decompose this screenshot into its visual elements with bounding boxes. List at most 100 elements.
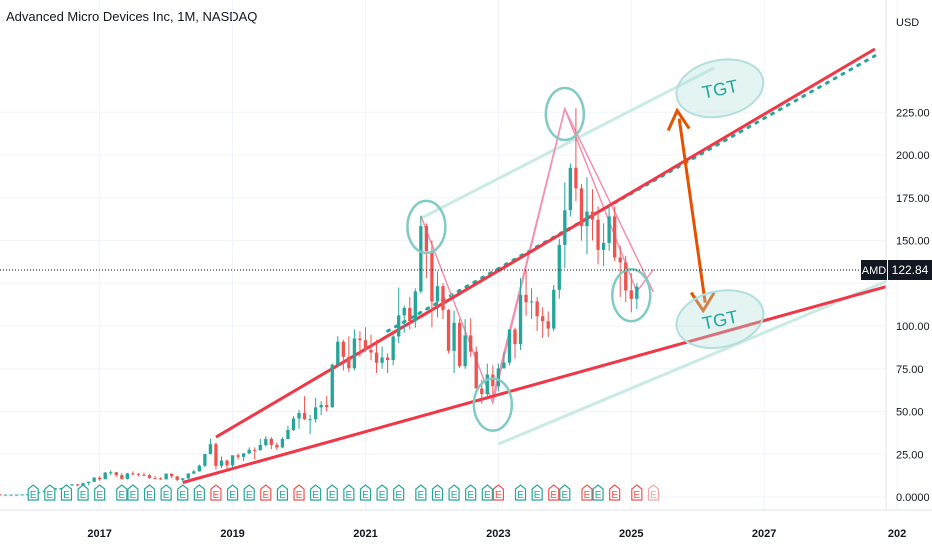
time-tick: 202 — [888, 528, 906, 540]
candle — [590, 189, 595, 241]
earnings-marker-shape — [177, 484, 189, 501]
price-tick: 75.00 — [896, 364, 924, 376]
candle-body — [136, 473, 141, 475]
candles — [0, 108, 639, 496]
candle — [618, 245, 622, 297]
candle — [214, 442, 218, 470]
candle-body — [546, 321, 550, 329]
candle — [164, 473, 168, 480]
highlight-circle — [611, 267, 652, 323]
candle — [457, 319, 462, 368]
candle — [557, 238, 561, 299]
earnings-marker: E — [393, 484, 405, 501]
earnings-marker-label: E — [279, 490, 286, 501]
candle — [579, 184, 584, 241]
candle-body — [325, 405, 329, 408]
earnings-marker-label: E — [584, 490, 591, 501]
candle-body — [385, 357, 390, 361]
candle-body — [524, 294, 528, 303]
earnings-marker-shape — [44, 484, 56, 501]
candle — [446, 308, 451, 354]
candle-body — [247, 449, 251, 454]
earnings-marker-shape — [581, 484, 593, 501]
price-tick: 200.00 — [896, 150, 930, 162]
earnings-marker-shape — [116, 484, 128, 501]
candle — [125, 473, 130, 480]
price-tick: 25.00 — [896, 449, 924, 461]
candle-body — [397, 315, 401, 337]
earnings-marker-shape — [160, 484, 172, 501]
earnings-marker: E — [448, 484, 460, 501]
earnings-marker-shape — [548, 484, 560, 501]
candle — [552, 284, 556, 332]
time-tick: 2021 — [353, 528, 377, 540]
candle-body — [347, 356, 351, 369]
highlight-circle — [544, 86, 586, 142]
candle — [14, 494, 19, 496]
candle-body — [491, 374, 495, 387]
earnings-marker: E — [77, 484, 89, 501]
earnings-marker: E — [465, 484, 477, 501]
candle — [435, 271, 440, 318]
highlight-circle — [406, 199, 447, 255]
earnings-marker-label: E — [118, 490, 125, 501]
earnings-marker: E — [492, 484, 504, 501]
candle-body — [197, 465, 202, 472]
earnings-marker-label: E — [484, 490, 491, 501]
earnings-marker: E — [193, 484, 205, 501]
time-tick: 2027 — [752, 528, 776, 540]
earnings-marker-label: E — [550, 490, 557, 501]
candle-body — [585, 211, 589, 227]
candle — [120, 473, 124, 480]
candle-body — [269, 438, 273, 445]
candle — [358, 331, 362, 357]
candle-body — [496, 368, 501, 387]
symbol-tag-label: AMD — [862, 265, 887, 277]
candle — [629, 272, 633, 313]
candle — [170, 473, 174, 479]
candle-body — [313, 407, 318, 420]
price-tick: 100.00 — [896, 321, 930, 333]
earnings-marker-label: E — [434, 490, 441, 501]
candle-body — [286, 429, 290, 440]
earnings-marker: E — [243, 484, 255, 501]
earnings-marker-label: E — [379, 490, 386, 501]
annotations: TGT TGT — [406, 58, 765, 432]
candle-body — [308, 419, 312, 421]
last-price-value: 122.84 — [892, 263, 929, 277]
price-tick: 0.0000 — [896, 492, 930, 504]
candle-body — [452, 322, 456, 351]
earnings-marker-label: E — [96, 490, 103, 501]
earnings-marker-label: E — [451, 490, 458, 501]
candle-body — [358, 338, 362, 341]
candle-body — [253, 449, 257, 451]
candle-body — [319, 405, 323, 408]
earnings-marker: E — [481, 484, 493, 501]
earnings-marker: E — [310, 484, 322, 501]
candle-body — [258, 445, 262, 451]
candle — [601, 223, 606, 267]
lower-channel-line — [182, 285, 887, 484]
earnings-marker-shape — [293, 484, 305, 501]
candle — [158, 477, 163, 480]
candle-body — [446, 310, 451, 351]
earnings-marker: E — [127, 484, 139, 501]
upper-channel-line — [215, 47, 876, 439]
candle — [3, 494, 8, 496]
candle — [197, 464, 202, 472]
earnings-marker-label: E — [47, 490, 54, 501]
candle-body — [203, 453, 207, 466]
candle — [286, 425, 290, 440]
candle-body — [20, 494, 24, 496]
candle-body — [264, 438, 268, 446]
earnings-marker-label: E — [130, 490, 137, 501]
candle — [391, 334, 395, 366]
candle-body — [341, 341, 345, 357]
candle — [109, 470, 113, 476]
candle-body — [380, 357, 384, 363]
earnings-marker-label: E — [611, 490, 618, 501]
candle — [0, 494, 2, 496]
candle-body — [125, 473, 130, 479]
